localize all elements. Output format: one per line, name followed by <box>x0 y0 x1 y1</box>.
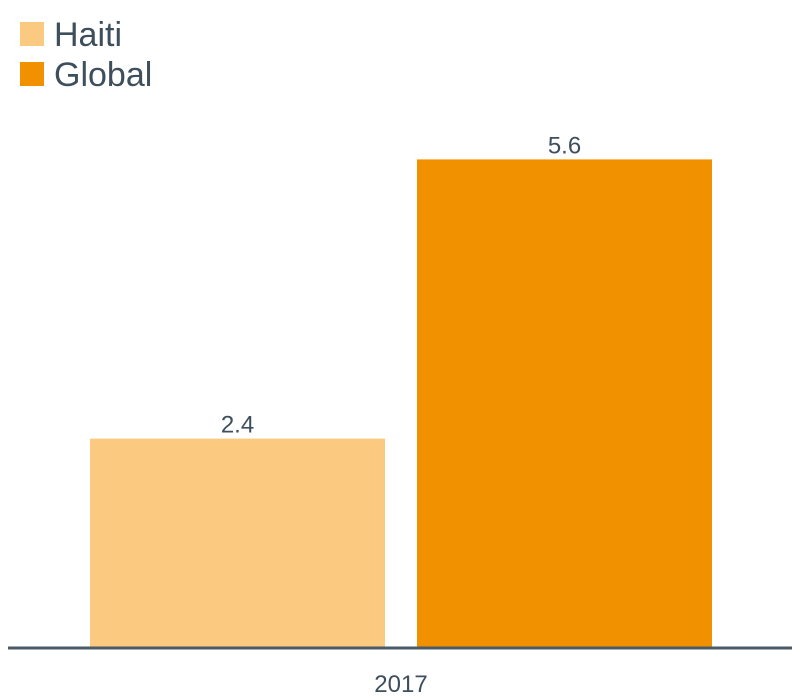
data-label-haiti-2017: 2.4 <box>221 412 254 439</box>
legend-swatch-global <box>20 62 44 86</box>
legend-swatch-haiti <box>20 22 44 46</box>
bars-group <box>90 159 712 648</box>
bar-global-2017 <box>417 159 712 648</box>
x-tick-label-2017: 2017 <box>374 671 427 698</box>
legend-label-global: Global <box>54 56 152 94</box>
data-labels-group: 2.4 5.6 <box>221 132 581 438</box>
x-axis-ticks: 2017 <box>374 671 427 698</box>
legend-label-haiti: Haiti <box>54 16 122 54</box>
data-label-global-2017: 5.6 <box>548 132 581 159</box>
bar-haiti-2017 <box>90 438 385 648</box>
